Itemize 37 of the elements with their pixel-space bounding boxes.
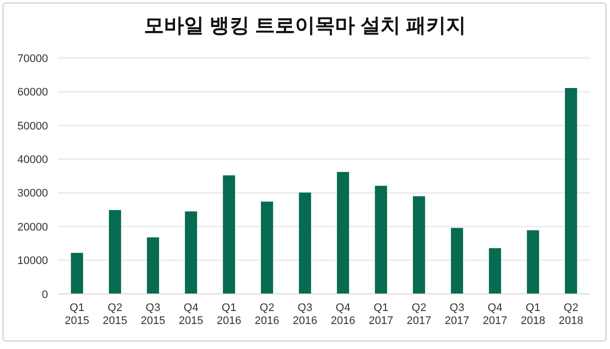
bar	[564, 88, 578, 294]
x-tick-label: Q2 2018	[558, 302, 584, 327]
y-tick-label: 10000	[17, 255, 48, 268]
bar	[70, 252, 84, 294]
bar	[222, 175, 236, 294]
x-tick-label: Q3 2015	[140, 302, 166, 327]
bar	[336, 172, 350, 294]
x-tick-label: Q1 2017	[368, 302, 394, 327]
x-tick-label: Q4 2015	[178, 302, 204, 327]
y-tick-label: 0	[42, 288, 48, 301]
bar	[108, 210, 122, 294]
x-tick-label: Q2 2015	[102, 302, 128, 327]
bar	[260, 202, 274, 294]
chart-title: 모바일 뱅킹 트로이목마 설치 패키지	[144, 15, 466, 37]
x-tick-label: Q4 2017	[482, 302, 508, 327]
bar	[450, 228, 464, 294]
x-tick-label: Q1 2016	[216, 302, 242, 327]
x-tick-label: Q3 2017	[444, 302, 470, 327]
x-tick-label: Q1 2018	[520, 302, 546, 327]
y-tick-label: 40000	[17, 154, 48, 166]
x-tick-label: Q3 2016	[292, 302, 318, 327]
bar	[146, 237, 160, 294]
y-tick-label: 50000	[17, 120, 48, 132]
bar	[526, 230, 540, 294]
bar	[488, 248, 502, 294]
bar	[412, 196, 426, 294]
x-tick-label: Q2 2017	[406, 302, 432, 327]
x-tick-label: Q1 2015	[64, 302, 90, 327]
bar	[298, 192, 312, 294]
y-tick-label: 20000	[17, 221, 48, 234]
y-tick-label: 70000	[17, 52, 48, 65]
bar	[184, 211, 198, 294]
y-tick-label: 30000	[17, 188, 48, 200]
x-tick-label: Q2 2016	[254, 302, 280, 327]
y-tick-label: 60000	[17, 86, 48, 99]
x-tick-label: Q4 2016	[330, 302, 356, 327]
bar	[374, 186, 388, 294]
